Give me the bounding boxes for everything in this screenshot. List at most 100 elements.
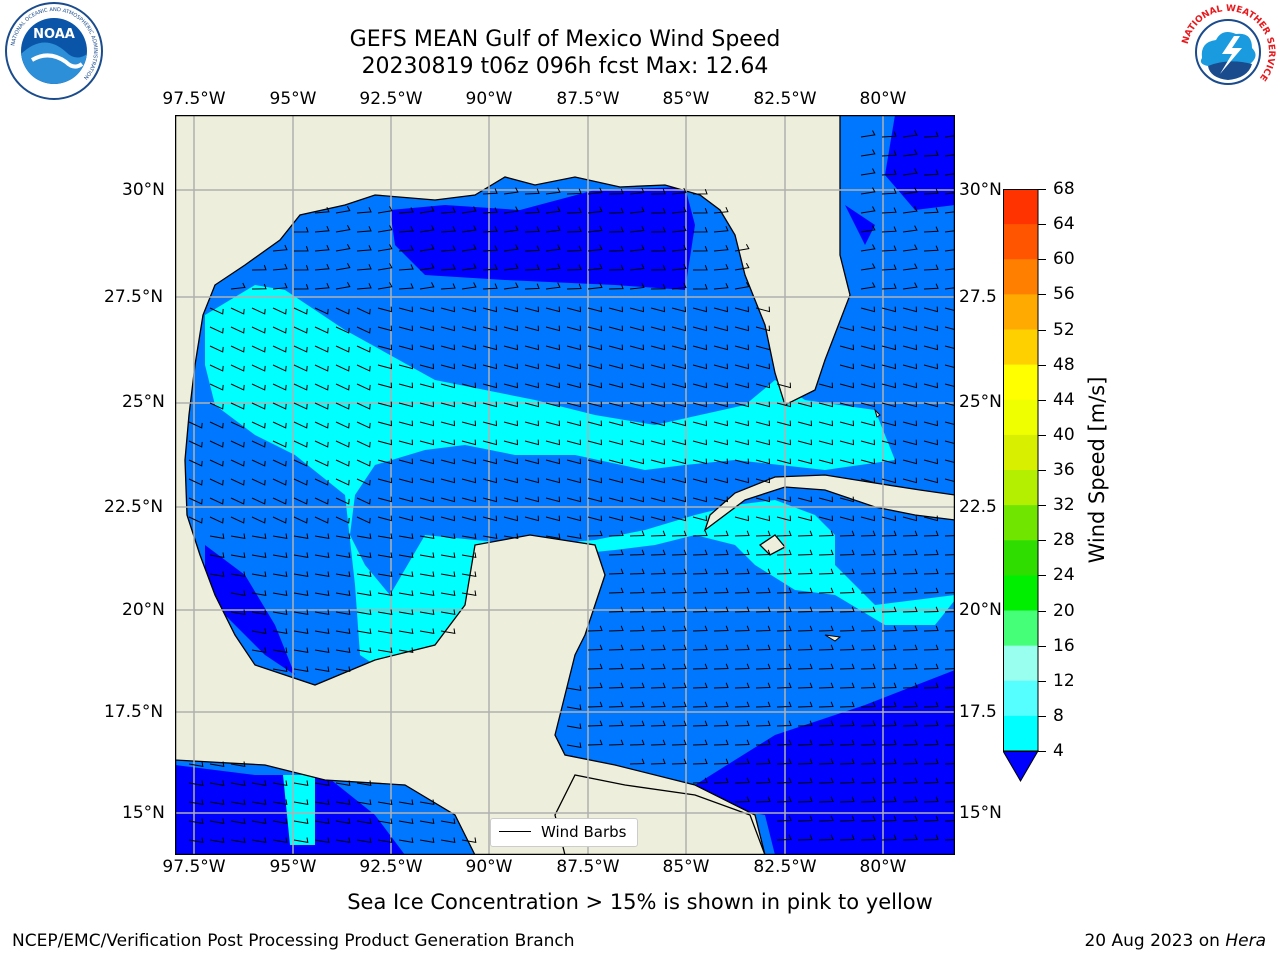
wind-barb <box>671 420 687 427</box>
wind-barb <box>734 701 750 708</box>
wind-barb <box>230 516 245 524</box>
wind-barb <box>923 644 939 651</box>
wind-barb <box>293 383 308 391</box>
wind-barb <box>398 306 414 313</box>
wind-barb <box>608 325 624 332</box>
wind-barb <box>314 226 330 233</box>
wind-barb <box>860 720 876 727</box>
wind-barb <box>209 533 225 540</box>
wind-barb <box>860 644 876 651</box>
wind-barb <box>923 777 939 784</box>
wind-barb <box>356 628 372 635</box>
wind-barb <box>314 440 329 448</box>
wind-barb <box>923 131 939 138</box>
colorbar-tick-label: 32 <box>1053 495 1075 516</box>
lon-label-bottom: 87.5°W <box>556 857 620 877</box>
wind-barb <box>797 777 813 784</box>
wind-barb <box>692 265 708 271</box>
wind-barb <box>860 168 876 176</box>
wind-barb <box>461 382 477 389</box>
colorbar-tick-mark <box>1038 645 1046 647</box>
wind-barb <box>356 326 371 334</box>
wind-barb <box>608 382 624 389</box>
wind-barb <box>776 663 792 670</box>
wind-barb <box>860 206 876 214</box>
wind-barb <box>692 587 708 594</box>
wind-barb <box>335 780 351 787</box>
wind-barb <box>755 739 771 746</box>
wind-barb <box>398 420 414 427</box>
wind-barb <box>545 401 561 408</box>
wind-barb <box>860 549 876 556</box>
wind-barb <box>503 382 519 389</box>
wind-barb <box>839 587 855 594</box>
wind-barb <box>293 552 309 559</box>
wind-barb <box>776 549 792 556</box>
colorbar-bin <box>1003 259 1038 295</box>
wind-barb <box>272 421 287 429</box>
lon-label-bottom: 85°W <box>662 857 710 877</box>
wind-barb <box>860 363 876 370</box>
wind-barb <box>230 609 246 616</box>
wind-barb <box>881 306 897 313</box>
wind-barb <box>881 587 897 594</box>
wind-barb <box>797 530 813 537</box>
map-legend: Wind Barbs <box>490 818 638 847</box>
wind-barb <box>923 568 939 575</box>
wind-barb <box>629 739 645 746</box>
wind-barb <box>314 497 329 505</box>
lat-label-left: 25°N <box>122 392 165 412</box>
wind-barb <box>398 458 414 465</box>
wind-barb <box>818 815 834 822</box>
wind-barb <box>671 363 687 370</box>
wind-barb <box>209 780 225 787</box>
wind-barb <box>671 496 687 503</box>
wind-barb <box>335 516 350 524</box>
wind-barb <box>419 325 435 332</box>
wind-barb <box>587 306 603 313</box>
wind-barb <box>923 701 939 708</box>
wind-barb <box>881 226 897 233</box>
wind-barb <box>209 345 224 353</box>
wind-barb <box>839 796 855 803</box>
wind-barb <box>902 363 918 370</box>
wind-barb <box>839 496 855 503</box>
wind-barb <box>860 515 876 522</box>
wind-barb <box>797 720 813 727</box>
wind-barb <box>692 189 708 195</box>
wind-barb <box>377 458 393 465</box>
wind-barb <box>356 264 372 271</box>
wind-barb <box>188 421 203 429</box>
wind-barb <box>734 281 750 290</box>
wind-barb <box>314 571 330 578</box>
wind-barb <box>734 243 750 252</box>
wind-barb <box>734 344 750 351</box>
wind-barb <box>482 226 498 233</box>
wind-barb <box>860 834 876 841</box>
colorbar-bin <box>1003 505 1038 541</box>
wind-barb <box>650 458 666 465</box>
wind-barb <box>524 188 540 195</box>
wind-barb <box>209 571 225 578</box>
wind-barb <box>818 439 834 446</box>
wind-barb <box>902 739 918 746</box>
wind-barb <box>419 533 435 540</box>
wind-barb <box>209 326 224 334</box>
wind-barb <box>377 244 393 252</box>
wind-barb <box>335 799 351 806</box>
wind-barb <box>881 150 897 157</box>
wind-barb <box>902 206 918 214</box>
wind-barb <box>377 401 393 408</box>
wind-barb <box>860 477 876 484</box>
wind-barb <box>797 834 813 841</box>
wind-barb <box>923 682 939 689</box>
wind-barb <box>356 383 371 391</box>
wind-barb <box>482 207 498 214</box>
wind-barb <box>755 530 771 537</box>
wind-barb <box>650 382 666 389</box>
wind-barb <box>923 207 939 214</box>
wind-barb <box>755 325 771 332</box>
wind-barb <box>776 587 792 594</box>
wind-barb <box>419 799 435 806</box>
wind-barb <box>587 382 603 389</box>
